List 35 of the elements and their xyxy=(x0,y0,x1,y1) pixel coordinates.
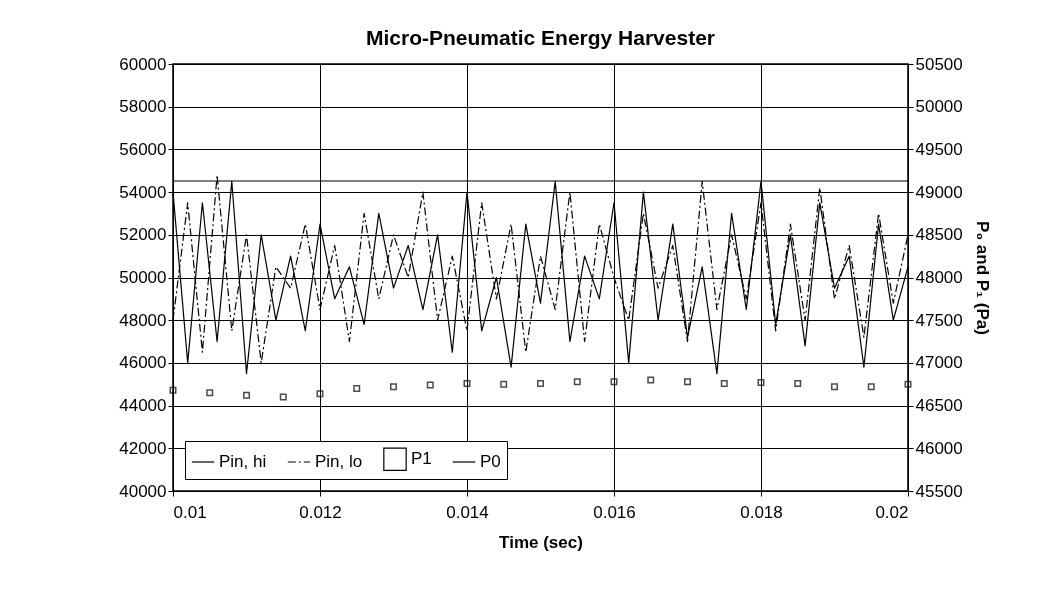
y-tick-label: 58000 xyxy=(119,97,167,117)
y2-tick-label: 50500 xyxy=(915,54,963,74)
y2-tick-label: 48000 xyxy=(915,268,963,287)
y-tick-label: 44000 xyxy=(119,396,167,416)
y-tick-label: 48000 xyxy=(119,310,167,330)
legend-label: Pin, hi xyxy=(219,452,267,471)
y-tick-label: 52000 xyxy=(119,225,167,245)
legend-label: Pin, lo xyxy=(315,452,363,471)
y2-tick-label: 49500 xyxy=(915,139,963,159)
y2-tick-label: 47000 xyxy=(915,353,963,373)
y-tick-label: 54000 xyxy=(119,182,167,202)
y2-tick-label: 45500 xyxy=(915,481,963,501)
y-tick-label: 60000 xyxy=(119,54,167,74)
y2-tick-label: 46500 xyxy=(915,396,963,416)
x-tick-label: 0.01 xyxy=(173,502,207,522)
y-tick-label: 56000 xyxy=(119,139,167,159)
y-tick-label: 50000 xyxy=(119,268,167,287)
x-tick-label: 0.018 xyxy=(740,502,783,522)
x-axis-title: Time (sec) xyxy=(499,532,583,552)
x-tick-label: 0.012 xyxy=(299,502,342,522)
y2-tick-label: 47500 xyxy=(915,310,963,330)
x-tick-label: 0.016 xyxy=(593,502,636,522)
legend-label: P1 xyxy=(411,449,432,469)
x-tick-label: 0.02 xyxy=(875,502,909,522)
y-tick-label: 46000 xyxy=(119,353,167,373)
y2-tick-label: 48500 xyxy=(915,225,963,245)
x-tick-label: 0.014 xyxy=(446,502,489,522)
legend-label: P0 xyxy=(480,452,501,471)
y-tick-label: 42000 xyxy=(119,438,167,458)
y2-tick-label: 46000 xyxy=(915,438,963,458)
y2-tick-label: 49000 xyxy=(915,182,963,202)
y2-tick-label: 50000 xyxy=(915,97,963,117)
y2-axis-title: P₀ and P₁ (Pa) xyxy=(972,221,992,335)
chart-title: Micro-Pneumatic Energy Harvester xyxy=(366,26,715,49)
y-tick-label: 40000 xyxy=(119,481,167,501)
